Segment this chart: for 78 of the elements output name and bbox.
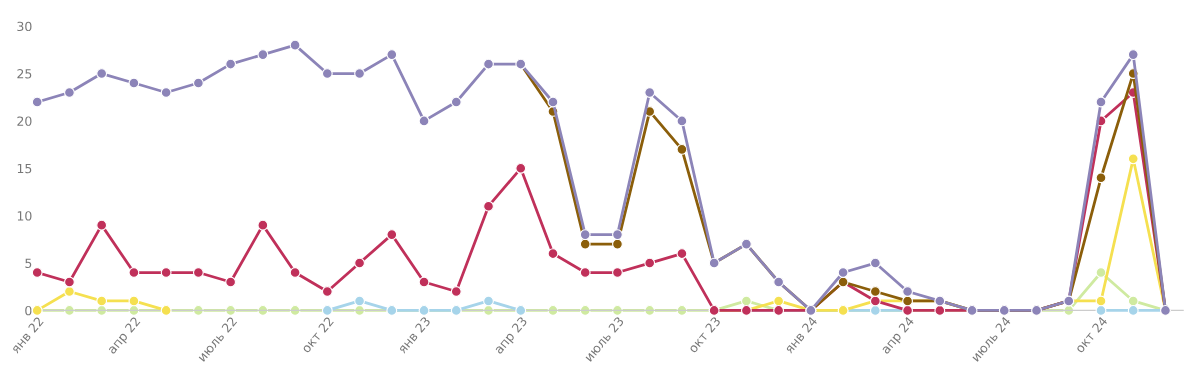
point — [31, 267, 43, 278]
point — [160, 267, 172, 278]
point — [289, 267, 301, 278]
point — [1095, 96, 1107, 108]
x-tick-label: окт 24 — [1074, 315, 1108, 354]
point — [837, 267, 849, 278]
x-tick-label: апр 23 — [493, 316, 530, 356]
point — [676, 248, 688, 259]
point — [1095, 172, 1107, 184]
x-tick-label: янв 23 — [397, 316, 431, 354]
point — [612, 238, 623, 250]
point — [902, 286, 913, 297]
point — [483, 58, 494, 70]
point — [644, 305, 656, 316]
point — [515, 162, 527, 174]
point — [612, 229, 623, 241]
point — [869, 286, 881, 297]
point — [644, 87, 656, 98]
point — [354, 257, 365, 269]
point — [676, 143, 688, 155]
point — [483, 200, 494, 212]
point — [450, 286, 462, 297]
point — [1095, 305, 1107, 316]
y-tick-label: 10 — [17, 211, 32, 221]
x-tick-label: апр 22 — [106, 316, 143, 356]
point — [612, 305, 623, 316]
x-tick-label: окт 22 — [300, 316, 334, 354]
x-tick-label: апр 24 — [880, 315, 917, 356]
point — [1127, 153, 1139, 165]
point — [1095, 295, 1107, 307]
point — [450, 96, 462, 108]
y-tick-label: 15 — [17, 163, 32, 174]
point — [96, 295, 108, 307]
point — [1095, 267, 1107, 278]
point — [644, 257, 656, 269]
y-tick-label: 5 — [25, 258, 32, 268]
y-tick-label: 30 — [17, 21, 32, 32]
point — [547, 248, 559, 259]
point — [579, 238, 591, 250]
x-tick-label: окт 23 — [687, 316, 721, 354]
point — [321, 68, 333, 79]
point — [483, 295, 494, 307]
point — [192, 77, 204, 89]
y-tick-label: 0 — [25, 305, 32, 316]
point — [96, 68, 108, 79]
x-tick-label: янв 22 — [10, 316, 44, 354]
point — [64, 87, 75, 98]
point — [192, 267, 204, 278]
point — [225, 276, 237, 288]
point — [225, 305, 237, 316]
point — [354, 68, 365, 79]
y-tick-label: 25 — [17, 69, 32, 79]
point — [128, 267, 140, 278]
point — [160, 87, 172, 98]
x-tick-label: янв 24 — [783, 315, 818, 354]
point — [676, 115, 688, 127]
point — [128, 295, 140, 307]
point — [96, 219, 108, 231]
point — [547, 96, 559, 108]
point — [289, 39, 301, 51]
point — [418, 276, 430, 288]
point — [192, 305, 204, 316]
point — [612, 267, 623, 278]
point — [579, 267, 591, 278]
point — [386, 229, 398, 241]
point — [1127, 305, 1139, 316]
point — [64, 276, 75, 288]
point — [257, 219, 269, 231]
point — [354, 295, 365, 307]
point — [64, 305, 75, 316]
point — [225, 58, 237, 70]
y-tick-label: 20 — [17, 116, 32, 126]
point — [869, 257, 881, 269]
point — [64, 286, 75, 297]
point — [418, 115, 430, 127]
point — [321, 286, 333, 297]
point — [128, 77, 140, 89]
point — [579, 229, 591, 241]
